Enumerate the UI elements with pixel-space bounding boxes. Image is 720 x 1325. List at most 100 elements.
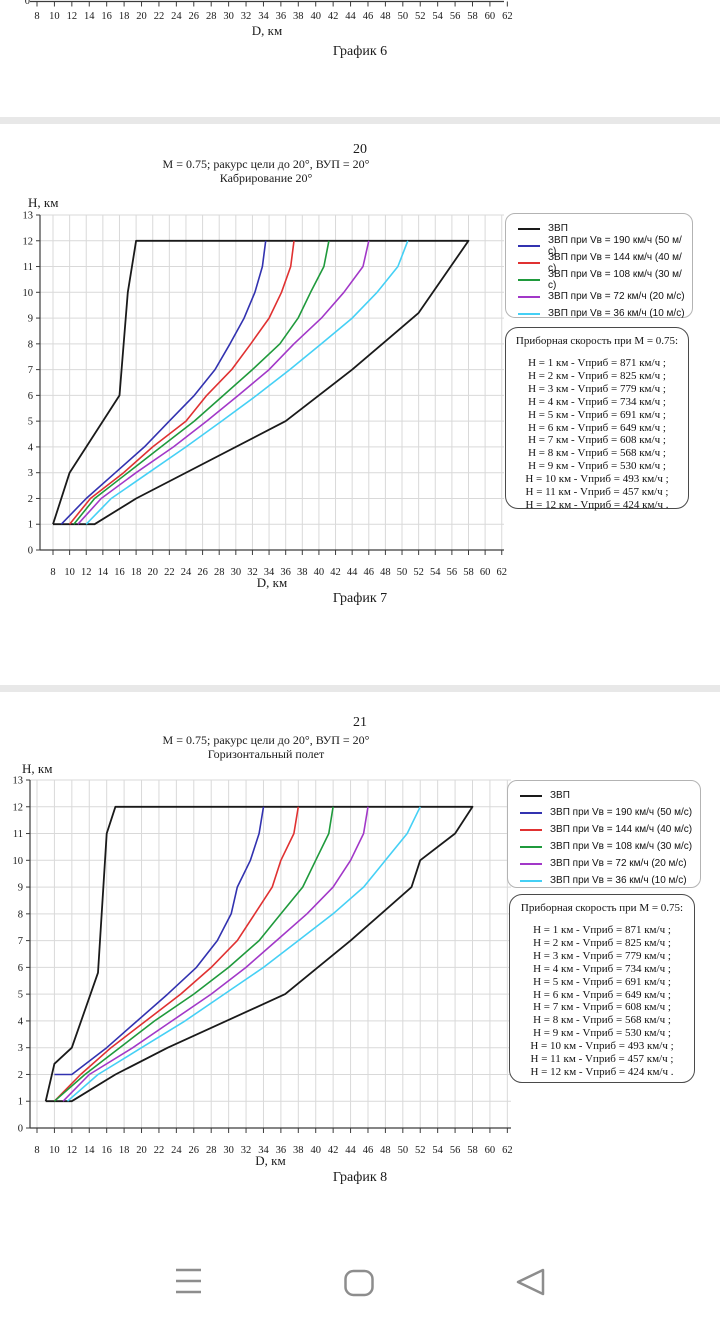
legend-color-line (520, 879, 542, 882)
series-line (44, 805, 474, 1103)
x-tick-label: 56 (450, 1145, 461, 1156)
x-tick-label: 50 (397, 567, 408, 578)
y-tick-label: 3 (28, 468, 33, 479)
axes (26, 779, 511, 1133)
x-tick-label: 24 (181, 567, 192, 578)
y-tick-label: 10 (23, 288, 34, 299)
series-line (52, 239, 470, 526)
x-tick-label: 58 (463, 567, 474, 578)
x-tick-label: 12 (67, 11, 78, 22)
x-tick-label: 48 (380, 567, 391, 578)
back-button[interactable] (506, 1258, 554, 1306)
legend-item: ЗВП при Vв = 36 км/ч (10 м/с) (520, 872, 696, 889)
x-tick-label: 48 (380, 1145, 391, 1156)
legend-label: ЗВП при Vв = 144 км/ч (40 м/с) (550, 824, 693, 835)
airspeed-line: Н = 1 км - Vприб = 871 км/ч ; (533, 924, 671, 936)
y-tick-label: 12 (13, 802, 24, 813)
y-axis-title: Н, км (28, 195, 58, 210)
chart-7-conditions: М = 0.75; ракурс цели до 20°, ВУП = 20° (162, 157, 370, 171)
series-line (77, 240, 370, 525)
x-tick-label: 12 (67, 1145, 78, 1156)
airspeed-box-title: Приборная скорость при М = 0.75: (520, 902, 684, 914)
x-tick-label: 36 (280, 567, 291, 578)
chart-7-mode: Кабрирование 20° (219, 171, 313, 185)
x-tick-label: 26 (189, 11, 200, 22)
x-tick-label: 54 (432, 11, 443, 22)
legend-label: ЗВП при Vв = 72 км/ч (20 м/с) (548, 291, 685, 302)
airspeed-line: Н = 8 км - Vприб = 568 км/ч ; (528, 447, 666, 460)
airspeed-line: Н = 12 км - Vприб = 424 км/ч . (525, 498, 669, 511)
legend-item: ЗВП при Vв = 72 км/ч (20 м/с) (520, 855, 696, 872)
x-tick-label: 16 (101, 11, 112, 22)
x-tick-label: 54 (432, 1145, 443, 1156)
airspeed-line: Н = 1 км - Vприб = 871 км/ч ; (528, 357, 666, 369)
airspeed-line: Н = 9 км - Vприб = 530 км/ч ; (528, 460, 666, 473)
series-line (53, 806, 300, 1102)
y-tick-label: 4 (18, 1016, 24, 1027)
x-tick-label: 60 (480, 567, 491, 578)
x-tick-label: 40 (314, 567, 325, 578)
chart-8-conditions: М = 0.75; ракурс цели до 20°, ВУП = 20° (162, 733, 370, 747)
x-tick-label: 20 (136, 11, 147, 22)
legend-item: ЗВП (520, 787, 696, 804)
chart-8-caption: График 8 (332, 1170, 388, 1185)
x-tick-label: 26 (197, 567, 208, 578)
y-tick-label: 6 (18, 963, 23, 974)
series-line (54, 806, 265, 1076)
airspeed-line: Н = 11 км - Vприб = 457 км/ч ; (525, 486, 669, 499)
chart-7-canvas: 8 10 12 14 16 18 20 22 24 26 28 30 32 34 36 38 40 42 44 46 4… (23, 195, 507, 590)
legend-item: ЗВП при Vв = 190 км/ч (50 м/с) (520, 804, 696, 821)
y-tick-label: 13 (13, 775, 24, 786)
airspeed-line: Н = 10 км - Vприб = 493 км/ч ; (525, 473, 669, 486)
legend-color-line (518, 261, 540, 264)
x-tick-label: 34 (258, 1145, 269, 1156)
series-line (85, 240, 409, 525)
home-icon (344, 1269, 374, 1297)
x-tick-label: 36 (276, 11, 287, 22)
x-tick-label: 62 (496, 567, 507, 578)
airspeed-line: Н = 3 км - Vприб = 779 км/ч ; (528, 382, 666, 395)
x-tick-label: 46 (363, 1145, 374, 1156)
legend-color-line (520, 794, 542, 797)
y-tick-label: 7 (28, 365, 33, 376)
legend-item: ЗВП при Vв = 108 км/ч (30 м/с) (520, 838, 696, 855)
legend-label: ЗВП при Vв = 72 км/ч (20 м/с) (550, 858, 687, 869)
y-tick-label: 2 (28, 494, 33, 505)
x-tick-label: 18 (131, 567, 142, 578)
x-axis-title: D, км (257, 575, 287, 590)
airspeed-line: Н = 8 км - Vприб = 568 км/ч ; (533, 1014, 671, 1027)
airspeed-line: Н = 2 км - Vприб = 825 км/ч ; (533, 936, 671, 949)
x-tick-label: 10 (64, 567, 75, 578)
x-tick-label: 10 (49, 11, 60, 22)
legend-label: ЗВП при Vв = 36 км/ч (10 м/с) (550, 875, 687, 886)
legend-label: ЗВП при Vв = 144 км/ч (40 м/с) (548, 251, 682, 274)
chart-8-canvas: 8 10 12 14 16 18 20 22 24 26 28 30 32 34 36 38 40 42 44 46 4… (13, 761, 513, 1168)
x-tick-label: 58 (467, 1145, 478, 1156)
x-tick-label: 28 (206, 1145, 217, 1156)
x-tick-label: 8 (50, 567, 55, 578)
x-tick-label: 32 (247, 567, 258, 578)
y-tick-label: 11 (23, 262, 33, 273)
legend-item: ЗВП при Vв = 144 км/ч (40 м/с) (518, 251, 688, 274)
chart-6-caption: График 6 (332, 44, 388, 59)
x-tick-label: 40 (310, 11, 321, 22)
recents-button[interactable] (164, 1258, 212, 1306)
legend-color-line (518, 244, 540, 247)
x-tick-label: 34 (264, 567, 275, 578)
home-button[interactable] (334, 1258, 382, 1306)
legend-item: ЗВП при Vв = 144 км/ч (40 м/с) (520, 821, 696, 838)
y-tick-label: 2 (18, 1070, 23, 1081)
x-tick-label: 14 (98, 567, 109, 578)
x-tick-label: 60 (485, 1145, 496, 1156)
chart-7-caption: График 7 (332, 591, 388, 606)
airspeed-line: Н = 7 км - Vприб = 608 км/ч ; (533, 1001, 671, 1014)
x-tick-label: 50 (398, 1145, 409, 1156)
back-icon (516, 1268, 545, 1296)
y-tick-label: 5 (18, 990, 23, 1001)
chart-8-legend: ЗВП ЗВП при Vв = 190 км/ч (50 м/с) ЗВП при… (507, 780, 701, 888)
airspeed-line: Н = 6 км - Vприб = 649 км/ч ; (533, 988, 671, 1001)
x-tick-label: 24 (171, 11, 182, 22)
legend-label: ЗВП при Vв = 108 км/ч (30 м/с) (550, 841, 693, 852)
chart-8-airspeed-box: Приборная скорость при М = 0.75: Н = 1 к… (509, 894, 695, 1083)
